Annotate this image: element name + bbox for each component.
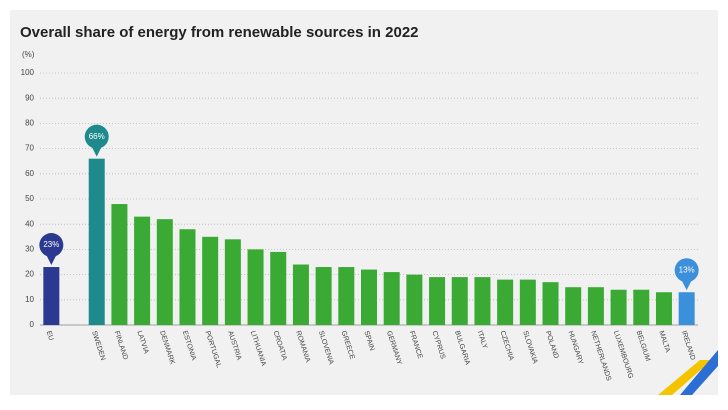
- bar: [655, 292, 672, 325]
- bar: [451, 277, 468, 325]
- bar: [88, 158, 105, 325]
- chart-title: Overall share of energy from renewable s…: [20, 24, 419, 41]
- logo: [658, 350, 718, 395]
- panel: [10, 10, 718, 395]
- y-tick-label: 0: [30, 320, 35, 329]
- bar: [156, 219, 173, 325]
- y-tick-label: 30: [25, 245, 34, 254]
- y-tick-label: 100: [21, 68, 35, 77]
- callout-bubble: [91, 146, 102, 157]
- bar: [361, 269, 377, 325]
- y-axis-label: (%): [22, 50, 35, 59]
- y-tick-label: 70: [25, 144, 34, 153]
- bar: [292, 264, 309, 325]
- bar: [247, 249, 264, 325]
- callout-bubble: [39, 233, 64, 258]
- bar: [474, 277, 491, 325]
- x-tick-label: EU: [45, 330, 55, 341]
- bar: [542, 282, 559, 325]
- bar: [43, 267, 60, 325]
- bar: [338, 267, 355, 325]
- bar: [519, 279, 536, 325]
- bar: [497, 279, 514, 325]
- bar: [587, 287, 604, 325]
- bar: [270, 251, 287, 325]
- y-tick-label: 90: [25, 93, 34, 102]
- value-label: 13%: [679, 265, 695, 274]
- bar: [111, 204, 128, 325]
- y-tick-label: 20: [25, 270, 34, 279]
- bar: [429, 277, 446, 325]
- callout-bubble: [46, 255, 57, 266]
- bar: [315, 267, 332, 325]
- callout-bubble: [84, 124, 109, 149]
- bar: [383, 272, 400, 325]
- y-tick-label: 10: [25, 295, 34, 304]
- bar: [134, 216, 151, 325]
- y-tick-label: 40: [25, 219, 34, 228]
- bar: [202, 236, 219, 325]
- value-label: 66%: [89, 132, 105, 141]
- bar: [406, 274, 423, 325]
- callout-bubble: [681, 280, 692, 291]
- bar: [610, 289, 627, 325]
- bar: [678, 292, 695, 325]
- bar: [179, 229, 196, 325]
- callout-bubble: [674, 258, 699, 283]
- y-tick-label: 50: [25, 194, 34, 203]
- bar: [224, 239, 241, 325]
- bar: [565, 287, 582, 325]
- value-label: 23%: [43, 240, 59, 249]
- y-tick-label: 80: [25, 119, 34, 128]
- y-tick-label: 60: [25, 169, 34, 178]
- bar: [633, 289, 650, 325]
